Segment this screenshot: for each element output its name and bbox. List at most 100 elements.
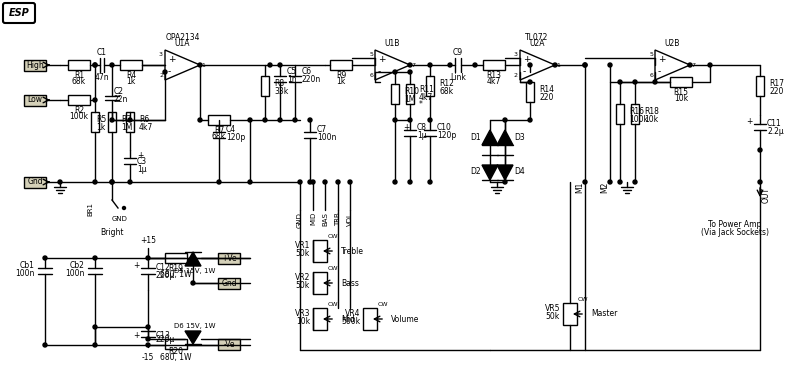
Text: +: + bbox=[746, 117, 753, 126]
Text: +: + bbox=[658, 54, 666, 63]
Text: 68k: 68k bbox=[212, 132, 226, 141]
Text: R2: R2 bbox=[74, 106, 84, 115]
Text: C7: C7 bbox=[317, 126, 327, 135]
Bar bbox=[526, 82, 534, 102]
Circle shape bbox=[93, 343, 97, 347]
Circle shape bbox=[198, 63, 202, 67]
Bar bbox=[91, 112, 99, 132]
Text: D4: D4 bbox=[514, 168, 525, 177]
Text: 1: 1 bbox=[201, 63, 205, 68]
Text: 500k: 500k bbox=[341, 317, 360, 326]
Text: 120p: 120p bbox=[226, 132, 246, 141]
Text: R13: R13 bbox=[486, 71, 502, 80]
Text: R11: R11 bbox=[419, 86, 434, 94]
Bar bbox=[313, 240, 327, 262]
Text: 1k: 1k bbox=[96, 123, 106, 132]
Circle shape bbox=[448, 63, 452, 67]
Circle shape bbox=[146, 337, 150, 341]
Circle shape bbox=[308, 118, 312, 122]
Circle shape bbox=[633, 80, 637, 84]
Bar bbox=[670, 77, 692, 87]
Text: 50k: 50k bbox=[296, 281, 310, 290]
Text: C2: C2 bbox=[114, 87, 124, 96]
Text: C4: C4 bbox=[226, 126, 236, 135]
Text: 220n: 220n bbox=[302, 75, 322, 84]
Circle shape bbox=[393, 180, 397, 184]
Circle shape bbox=[128, 180, 132, 184]
Circle shape bbox=[336, 180, 340, 184]
Text: VR4: VR4 bbox=[345, 309, 360, 318]
Circle shape bbox=[688, 63, 692, 67]
Text: Link: Link bbox=[450, 73, 466, 82]
Text: Mid: Mid bbox=[341, 315, 354, 324]
Text: R8: R8 bbox=[274, 80, 284, 88]
Bar bbox=[208, 115, 230, 125]
Text: 50k: 50k bbox=[546, 312, 560, 321]
Text: VR2: VR2 bbox=[294, 273, 310, 282]
Text: M2: M2 bbox=[600, 182, 609, 194]
Circle shape bbox=[608, 63, 612, 67]
Circle shape bbox=[393, 70, 397, 74]
Bar bbox=[313, 272, 327, 294]
Circle shape bbox=[93, 63, 97, 67]
Circle shape bbox=[308, 180, 312, 184]
Text: BAS: BAS bbox=[322, 212, 328, 226]
Text: 100k: 100k bbox=[629, 114, 648, 123]
Circle shape bbox=[503, 118, 507, 122]
Circle shape bbox=[708, 63, 712, 67]
Text: 50k: 50k bbox=[296, 249, 310, 258]
Circle shape bbox=[198, 118, 202, 122]
Text: 680, 1W: 680, 1W bbox=[160, 270, 192, 279]
Bar bbox=[616, 104, 624, 124]
Bar bbox=[108, 112, 116, 132]
Text: 2: 2 bbox=[514, 73, 518, 78]
Circle shape bbox=[110, 63, 114, 67]
Text: CW: CW bbox=[378, 302, 389, 307]
Text: R3: R3 bbox=[121, 116, 131, 124]
Text: ESP: ESP bbox=[9, 8, 30, 18]
Circle shape bbox=[408, 118, 412, 122]
Circle shape bbox=[278, 63, 282, 67]
Text: U2A: U2A bbox=[530, 39, 545, 48]
Polygon shape bbox=[185, 331, 201, 344]
Text: 4k7: 4k7 bbox=[419, 93, 434, 102]
Text: Treble: Treble bbox=[341, 246, 364, 255]
Text: VR3: VR3 bbox=[294, 309, 310, 318]
Circle shape bbox=[653, 80, 657, 84]
Circle shape bbox=[348, 180, 352, 184]
Text: CW: CW bbox=[328, 266, 338, 271]
Text: BR1: BR1 bbox=[87, 202, 93, 216]
Text: R12: R12 bbox=[439, 80, 454, 88]
Circle shape bbox=[408, 70, 412, 74]
Text: 6: 6 bbox=[369, 73, 373, 78]
Text: D6 15V, 1W: D6 15V, 1W bbox=[174, 323, 216, 329]
Text: 220: 220 bbox=[769, 87, 783, 96]
Text: VR1: VR1 bbox=[294, 241, 310, 250]
Text: +: + bbox=[404, 123, 410, 132]
Circle shape bbox=[93, 63, 97, 67]
Circle shape bbox=[758, 180, 762, 184]
Text: 6: 6 bbox=[649, 73, 653, 78]
Text: 220μ: 220μ bbox=[156, 270, 175, 279]
Circle shape bbox=[408, 63, 412, 67]
Text: R17: R17 bbox=[769, 80, 784, 88]
Text: 2.2μ: 2.2μ bbox=[767, 126, 784, 135]
Text: R16: R16 bbox=[629, 108, 644, 117]
Text: 4k7: 4k7 bbox=[139, 123, 154, 132]
Text: R1: R1 bbox=[74, 71, 84, 80]
Text: D2: D2 bbox=[470, 168, 481, 177]
Text: VR5: VR5 bbox=[545, 304, 560, 313]
Text: +: + bbox=[168, 54, 175, 63]
Circle shape bbox=[110, 180, 114, 184]
Text: VOL: VOL bbox=[347, 212, 353, 226]
Text: 120p: 120p bbox=[437, 130, 456, 140]
Circle shape bbox=[528, 63, 532, 67]
Text: D3: D3 bbox=[514, 132, 525, 141]
Circle shape bbox=[428, 63, 432, 67]
Text: 100n: 100n bbox=[317, 132, 336, 141]
Text: CW: CW bbox=[578, 297, 589, 302]
Text: R15: R15 bbox=[674, 88, 689, 97]
Circle shape bbox=[528, 80, 532, 84]
Text: 100n: 100n bbox=[66, 268, 85, 278]
Text: 68k: 68k bbox=[72, 77, 86, 86]
